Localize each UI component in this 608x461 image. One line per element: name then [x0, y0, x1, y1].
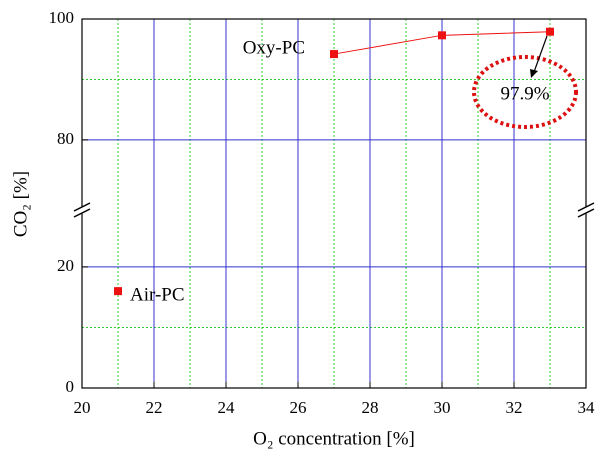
series-label: Oxy-PC — [243, 37, 305, 58]
y-tick-label: 100 — [49, 8, 75, 27]
axis-break — [577, 208, 595, 218]
axis-break-gap — [74, 207, 90, 213]
series-label: Air-PC — [130, 284, 185, 305]
value-label: 97.9% — [500, 83, 549, 104]
data-point — [546, 27, 554, 36]
data-point — [330, 50, 338, 59]
x-tick-label: 20 — [74, 398, 91, 417]
plot-frame — [81, 18, 587, 389]
axis-break — [73, 202, 91, 212]
highlight-ellipse — [472, 55, 578, 129]
x-tick-label: 24 — [218, 398, 236, 417]
arrow-head — [530, 69, 538, 78]
x-tick-label: 22 — [146, 398, 163, 417]
y-tick-label: 20 — [57, 256, 74, 275]
y-tick-label: 80 — [57, 129, 74, 148]
axis-break — [577, 202, 595, 212]
x-tick-label: 32 — [506, 398, 523, 417]
data-point — [114, 287, 122, 296]
axis-break-gap — [578, 207, 594, 213]
x-tick-label: 26 — [290, 398, 307, 417]
x-axis-label: O₂ concentration [%] — [253, 428, 415, 449]
axis-break — [73, 208, 91, 218]
arrow — [533, 35, 548, 73]
x-tick-label: 30 — [434, 398, 451, 417]
y-tick-label: 0 — [66, 377, 75, 396]
data-point — [438, 31, 446, 40]
y-axis-label: CO₂ [%] — [10, 171, 31, 237]
x-tick-label: 28 — [362, 398, 379, 417]
x-tick-label: 34 — [578, 398, 596, 417]
